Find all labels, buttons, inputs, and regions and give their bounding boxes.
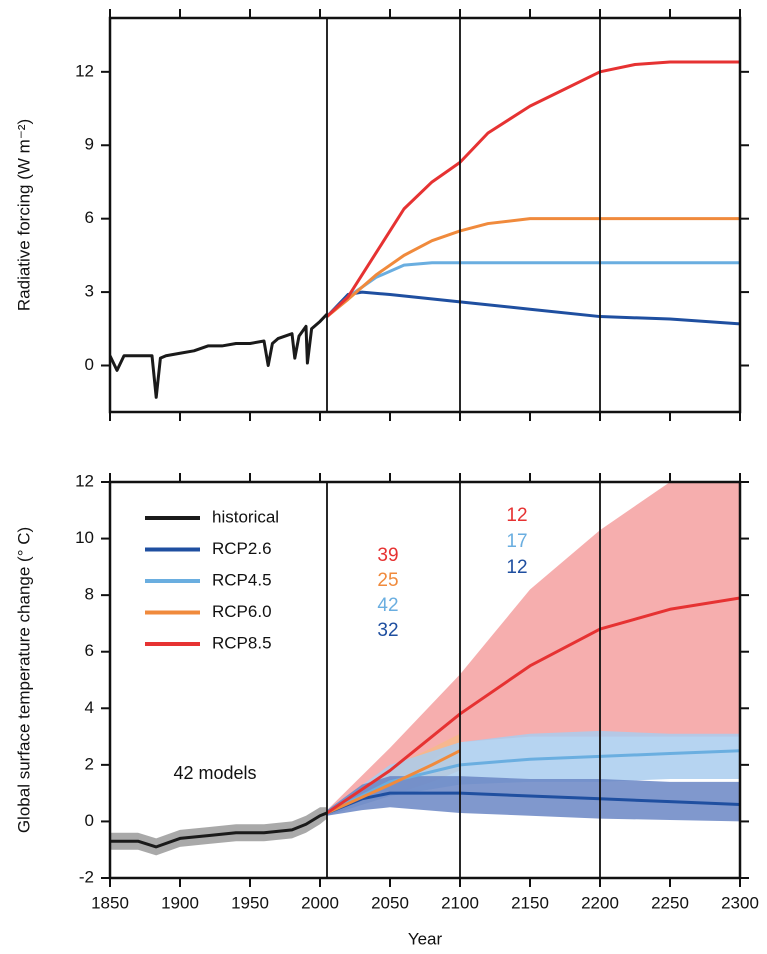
x-axis-label: Year	[408, 929, 443, 948]
x-tick-label: 2250	[651, 893, 689, 912]
legend-label: RCP4.5	[212, 570, 272, 589]
legend-label: RCP2.6	[212, 539, 272, 558]
uncertainty-band	[327, 730, 740, 816]
series-line	[326, 596, 740, 815]
x-tick-label: 1900	[161, 893, 199, 912]
series-line	[325, 60, 740, 318]
y-axis-label: Global surface temperature change (° C)	[14, 527, 33, 833]
x-tick-label: 2300	[721, 893, 759, 912]
y-tick-label: 12	[75, 61, 94, 80]
y-tick-label: 0	[85, 355, 94, 374]
y-tick-label: 2	[85, 754, 94, 773]
uncertainty-band	[327, 482, 740, 816]
y-tick-label: 10	[75, 528, 94, 547]
plot-frame	[108, 16, 742, 414]
series-line	[110, 313, 329, 399]
series-line	[326, 749, 461, 815]
legend-label: RCP8.5	[212, 633, 272, 652]
annotation: 12	[506, 505, 527, 526]
series-line	[326, 217, 740, 318]
y-tick-label: 6	[85, 641, 94, 660]
x-tick-label: 2200	[581, 893, 619, 912]
x-tick-label: 2100	[441, 893, 479, 912]
annotation: 17	[506, 531, 527, 552]
y-axis-label: Radiative forcing (W m⁻²)	[14, 119, 33, 311]
uncertainty-band	[110, 807, 327, 856]
series-line	[326, 749, 740, 815]
x-tick-label: 1950	[231, 893, 269, 912]
plot-area	[110, 482, 740, 856]
y-tick-label: -2	[79, 867, 94, 886]
x-tick-label: 1850	[91, 893, 129, 912]
annotation: 32	[377, 620, 398, 641]
x-tick-label: 2000	[301, 893, 339, 912]
y-tick-label: 12	[75, 471, 94, 490]
annotation: 25	[377, 570, 398, 591]
annotation: 39	[377, 545, 398, 566]
y-tick-label: 6	[85, 208, 94, 227]
legend-label: historical	[212, 507, 279, 526]
uncertainty-band	[327, 776, 740, 822]
annotation: 12	[506, 557, 527, 578]
y-tick-label: 3	[85, 282, 94, 301]
y-tick-label: 4	[85, 698, 94, 717]
y-tick-label: 8	[85, 585, 94, 604]
plot-frame	[108, 480, 742, 880]
x-tick-label: 2150	[511, 893, 549, 912]
annotation: 42 models	[173, 763, 256, 783]
y-tick-label: 9	[85, 135, 94, 154]
x-tick-label: 2050	[371, 893, 409, 912]
plot-area	[110, 60, 740, 399]
series-line	[110, 811, 328, 849]
series-line	[325, 290, 740, 326]
series-line	[326, 791, 740, 815]
y-tick-label: 0	[85, 811, 94, 830]
annotation: 42	[377, 595, 398, 616]
legend-label: RCP6.0	[212, 602, 272, 621]
